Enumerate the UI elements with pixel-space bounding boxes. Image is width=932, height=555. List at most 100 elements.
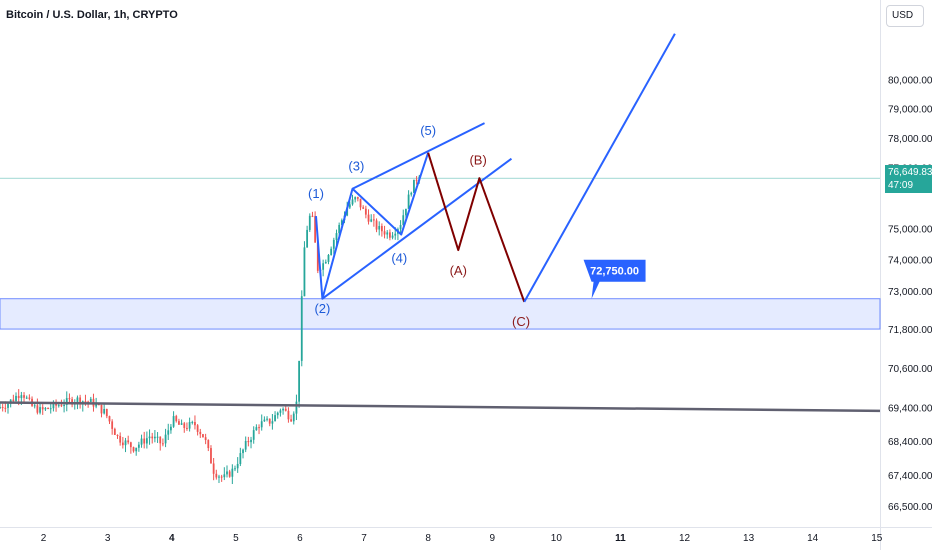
candle-body [17,395,20,399]
candle-body [386,232,389,235]
candle-body [36,405,39,413]
candle-body [348,204,351,208]
bar-countdown: 47:09 [888,180,914,191]
candle-body [28,397,31,399]
candle-body [282,408,284,411]
channel-upper-line [352,122,485,190]
candle-body [100,404,103,414]
candle-body [4,407,7,409]
currency-button[interactable]: USD [886,5,924,27]
candle-body [239,453,242,464]
candle-body [415,179,418,181]
candle-body [113,428,116,435]
candle-body [89,398,92,402]
last-price-tag: 76,649.83 47:09 [885,165,932,193]
callout-label: 72,750.00 [590,266,639,278]
candle-body [303,247,306,297]
candle-body [79,397,82,405]
y-tick-label: 68,400.00 [888,437,932,448]
candle-body [87,401,90,403]
candle-body [218,476,220,478]
candle-body [52,402,55,409]
candle-body [258,427,260,429]
candle-body [362,207,365,209]
candle-body [137,444,140,448]
candle-body [44,407,47,410]
x-tick-label: 10 [551,533,563,544]
impulse-wave [314,152,430,300]
candle-body [204,437,207,441]
candle-body [65,398,68,405]
y-tick-label: 71,800.00 [888,325,932,336]
candle-body [413,179,415,193]
candle-body [391,235,394,238]
x-tick-label: 9 [489,533,495,544]
candle-body [0,406,1,409]
candle-body [316,242,319,271]
candle-body [183,423,186,428]
candle-body [410,192,413,195]
x-tick-label: 7 [361,533,367,544]
candle-body [124,440,127,446]
candle-body [84,401,87,403]
wave-label: (2) [314,301,330,316]
wave-label: (B) [469,153,486,168]
wave-label: (1) [308,186,324,201]
candle-body [354,197,357,200]
candle-body [23,395,25,398]
candle-body [105,409,108,417]
candle-body [364,208,367,215]
candle-body [129,442,132,448]
y-tick-label: 75,000.00 [888,224,932,235]
candle-body [228,471,231,477]
candle-body [103,409,106,414]
candle-body [380,226,383,232]
candle-body [143,438,146,444]
y-tick-label: 67,400.00 [888,471,932,482]
candle-body [196,425,199,432]
candle-body [68,398,71,400]
candle-body [202,434,204,438]
candle-body [407,194,410,209]
candle-body [290,419,292,422]
y-tick-label: 70,600.00 [888,364,932,375]
candle-body [170,426,172,431]
candle-body [367,214,370,222]
candle-body [322,263,325,270]
y-tick-label: 80,000.00 [888,75,932,86]
candle-body [151,436,154,439]
trendline [0,401,881,413]
candle-body [378,226,381,230]
candle-body [295,401,298,414]
candle-body [306,229,309,248]
candle-body [244,441,247,450]
wave-label: (5) [420,123,436,138]
candle-body [263,419,266,422]
candle-body [116,434,119,436]
candle-body [335,233,338,240]
callout-bubble [583,259,646,299]
candle-body [351,199,354,205]
candle-body [111,421,114,429]
candle-body [298,360,301,402]
x-tick-label: 8 [425,533,431,544]
candle-body [186,427,188,429]
candle-body [292,413,295,422]
candle-body [231,468,234,477]
y-tick-label: 66,500.00 [888,502,932,513]
candle-body [372,219,375,221]
correction-wave [427,152,526,303]
support-zone [0,298,881,330]
candle-body [255,427,258,431]
candle-body [370,219,373,222]
candle-body [212,463,215,474]
y-tick-label: 73,000.00 [888,287,932,298]
candle-body [25,397,28,399]
candle-body [250,439,252,443]
candle-body [226,471,228,475]
candle-body [271,421,274,424]
x-tick-label: 13 [743,533,755,544]
candle-body [276,412,279,416]
